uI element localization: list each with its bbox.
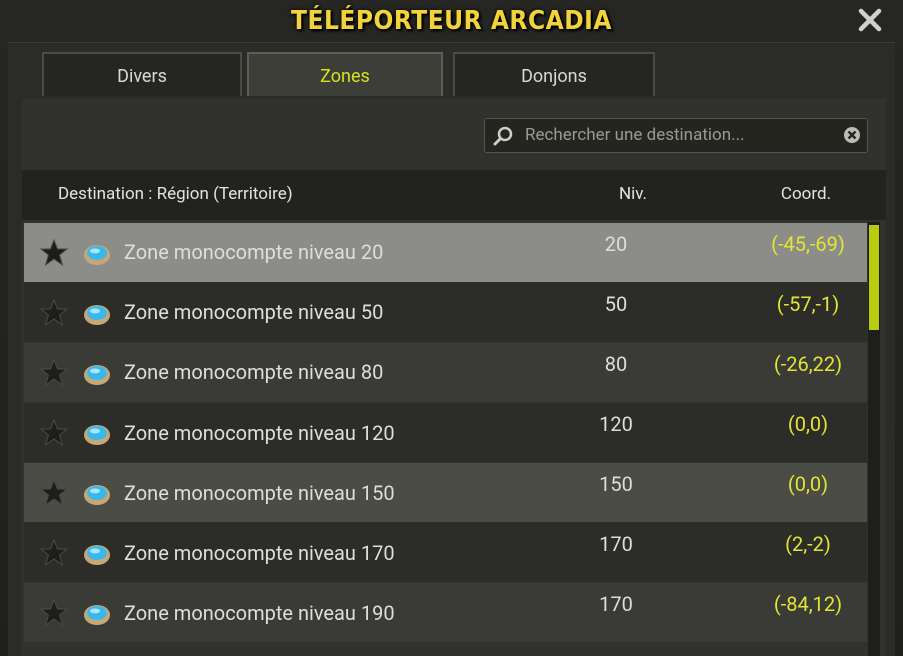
table-row[interactable]: [24, 283, 867, 342]
destination-name: Zone monocompte niveau 170: [124, 541, 395, 565]
row-icons: [39, 598, 110, 627]
window-title: TÉLÉPORTEUR ARCADIA: [291, 6, 612, 36]
table-row[interactable]: [24, 523, 867, 582]
tab[interactable]: Zones: [247, 52, 443, 96]
zaap-icon: [84, 605, 110, 625]
zaap-icon: [84, 305, 110, 325]
row-icons: [39, 298, 110, 327]
table-row[interactable]: [24, 463, 867, 522]
zaap-icon: [84, 245, 110, 265]
coordinates: (-45,-69): [771, 232, 845, 256]
search-box[interactable]: [484, 118, 868, 153]
clear-search[interactable]: [842, 125, 862, 145]
destination-name: Zone monocompte niveau 20: [124, 240, 384, 264]
destination-name: Zone monocompte niveau 190: [124, 601, 395, 625]
favorite-star[interactable]: [39, 598, 69, 627]
level: 170: [599, 592, 633, 616]
level: 50: [604, 292, 628, 316]
favorite-star[interactable]: [39, 418, 69, 447]
scrollbar[interactable]: [868, 222, 880, 656]
table-header: [22, 170, 886, 220]
search-placeholder: Rechercher une destination...: [525, 125, 745, 145]
coordinates: (0,0): [787, 472, 829, 496]
level: 170: [599, 532, 633, 556]
column-header: Destination : Région (Territoire): [58, 184, 293, 204]
favorite-star[interactable]: [39, 238, 69, 267]
row-icons: [39, 358, 110, 387]
table-row[interactable]: [24, 403, 867, 462]
table-row[interactable]: [24, 343, 867, 402]
coordinates: (-84,12): [773, 592, 843, 616]
row-icons: [39, 418, 110, 447]
destination-name: Zone monocompte niveau 50: [124, 300, 384, 324]
level: 80: [604, 352, 628, 376]
close-button[interactable]: [856, 6, 884, 34]
column-header: Niv.: [618, 184, 648, 204]
coordinates: (-57,-1): [776, 292, 840, 316]
coordinates: (0,0): [787, 412, 829, 436]
coordinates: (2,-2): [785, 532, 831, 556]
scroll-thumb[interactable]: [869, 225, 879, 330]
tab[interactable]: Divers: [42, 52, 242, 96]
row-icons: [39, 538, 110, 567]
level: 150: [599, 472, 633, 496]
destination-name: Zone monocompte niveau 150: [124, 481, 395, 505]
search-icon: [493, 126, 513, 146]
zaap-icon: [84, 545, 110, 565]
tab[interactable]: Donjons: [453, 52, 655, 96]
table-row[interactable]: [24, 223, 867, 282]
zaap-icon: [84, 365, 110, 385]
column-header: Coord.: [780, 184, 832, 204]
favorite-star[interactable]: [39, 298, 69, 327]
favorite-star[interactable]: [39, 478, 69, 507]
destination-name: Zone monocompte niveau 80: [124, 360, 384, 384]
zaap-icon: [84, 485, 110, 505]
zaap-icon: [84, 425, 110, 445]
level: 120: [599, 412, 633, 436]
coordinates: (-26,22): [773, 352, 843, 376]
table-row[interactable]: [24, 583, 867, 642]
level: 20: [604, 232, 628, 256]
row-icons: [39, 478, 110, 507]
favorite-star[interactable]: [39, 538, 69, 567]
favorite-star[interactable]: [39, 358, 69, 387]
row-icons: [39, 238, 110, 267]
destination-name: Zone monocompte niveau 120: [124, 421, 395, 445]
